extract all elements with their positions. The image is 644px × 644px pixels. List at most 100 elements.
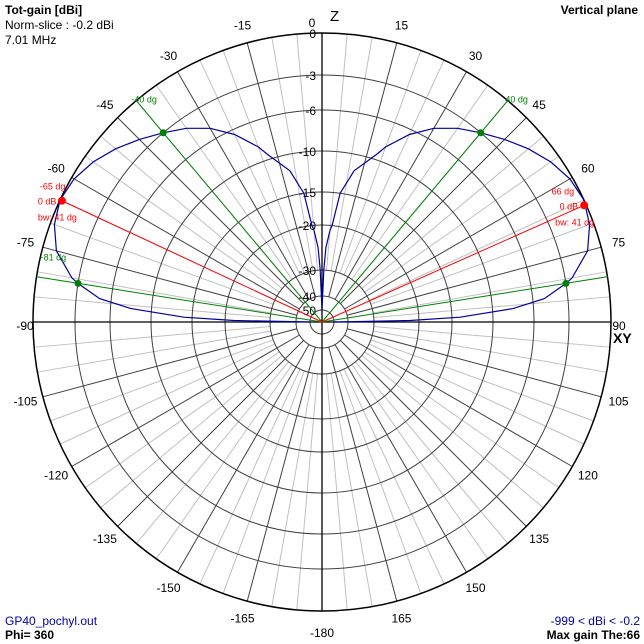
max-angle-label: 66 dg — [552, 186, 575, 196]
major-spoke — [340, 340, 527, 527]
angle-tick-label: -15 — [234, 18, 252, 32]
radial-tick-label: -50 — [299, 304, 317, 318]
major-spoke — [177, 71, 310, 300]
half-power-line — [135, 100, 323, 323]
angle-tick-label: 90 — [612, 319, 626, 333]
radial-tick-label: -3 — [305, 69, 316, 83]
angle-tick-label: 30 — [469, 49, 483, 63]
max-gain: Max gain The:66 — [546, 628, 640, 642]
half-power-label: 40 dg — [505, 95, 528, 105]
minor-spoke — [84, 155, 280, 293]
angle-tick-label: 120 — [578, 469, 598, 483]
minor-spoke — [59, 343, 276, 445]
z-axis-label: Z — [330, 8, 340, 25]
minor-spoke — [339, 50, 422, 274]
minor-spoke — [373, 330, 607, 373]
xy-axis-label: XY — [613, 330, 632, 346]
half-power-line — [36, 276, 323, 323]
max-db-label: 0 dB — [38, 197, 57, 207]
major-spoke — [42, 328, 298, 398]
angle-tick-label: 150 — [465, 581, 485, 595]
max-gain-line — [321, 203, 587, 323]
angle-tick-label: -105 — [13, 394, 37, 408]
major-spoke — [177, 344, 310, 573]
plane-label: Vertical plane — [560, 3, 638, 17]
minor-spoke — [222, 370, 305, 594]
angle-tick-label: -165 — [231, 612, 255, 626]
minor-spoke — [271, 37, 314, 271]
major-spoke — [344, 334, 573, 467]
chart-title: Tot-gain [dBi] — [5, 3, 83, 17]
minor-spoke — [339, 370, 422, 594]
minor-spoke — [199, 59, 301, 276]
minor-spoke — [222, 50, 305, 274]
minor-spoke — [351, 84, 489, 280]
half-power-dot — [74, 279, 82, 287]
phi-value: Phi= 360 — [5, 628, 55, 642]
minor-spoke — [364, 351, 560, 489]
minor-spoke — [50, 339, 274, 422]
angle-tick-label: -150 — [156, 581, 180, 595]
minor-spoke — [373, 326, 610, 348]
minor-spoke — [84, 351, 280, 489]
minor-spoke — [135, 361, 289, 544]
minor-spoke — [343, 59, 445, 276]
angle-tick-label: -75 — [17, 236, 35, 250]
minor-spoke — [355, 361, 509, 544]
major-spoke — [246, 346, 316, 602]
max-gain-dot — [580, 201, 589, 210]
minor-spoke — [100, 135, 283, 289]
half-power-line — [321, 100, 509, 323]
minor-spoke — [37, 271, 271, 314]
major-spoke — [71, 177, 300, 310]
major-spoke — [340, 117, 527, 304]
minor-spoke — [368, 343, 585, 445]
max-db-label: 0 dB — [560, 201, 579, 211]
angle-tick-label: -120 — [44, 469, 68, 483]
minor-spoke — [364, 155, 560, 293]
angle-tick-label: 15 — [395, 18, 409, 32]
minor-spoke — [361, 355, 544, 509]
angle-tick-label: 60 — [581, 162, 595, 176]
minor-spoke — [330, 373, 373, 607]
major-spoke — [117, 340, 304, 527]
half-power-dot — [159, 129, 167, 137]
angle-tick-label: -90 — [16, 319, 34, 333]
angle-tick-label: 45 — [532, 98, 546, 112]
beamwidth-label: bw: 41 dg — [38, 213, 77, 223]
gain-range: -999 < dBi < -0.2 — [550, 614, 640, 628]
half-power-label: -81 dg — [41, 252, 67, 262]
minor-spoke — [351, 364, 489, 560]
major-spoke — [42, 246, 298, 316]
minor-spoke — [296, 373, 318, 610]
angle-tick-label: 0 — [309, 16, 316, 30]
max-gain-line — [59, 199, 323, 323]
minor-spoke — [37, 330, 271, 373]
minor-spoke — [34, 296, 271, 318]
major-spoke — [246, 42, 316, 298]
minor-spoke — [330, 37, 373, 271]
minor-spoke — [326, 373, 348, 610]
radial-tick-label: -20 — [299, 219, 317, 233]
major-spoke — [334, 71, 467, 300]
radial-tick-label: -30 — [299, 264, 317, 278]
angle-tick-label: -30 — [160, 49, 178, 63]
major-spoke — [71, 334, 300, 467]
minor-spoke — [370, 339, 594, 422]
major-spoke — [334, 344, 467, 573]
max-gain-dot — [57, 196, 66, 205]
minor-spoke — [361, 135, 544, 289]
major-spoke — [346, 246, 602, 316]
minor-spoke — [343, 368, 445, 585]
angle-tick-label: -180 — [310, 626, 334, 640]
angle-tick-label: 105 — [609, 394, 629, 408]
radial-tick-label: -10 — [299, 145, 317, 159]
major-spoke — [344, 177, 573, 310]
minor-spoke — [271, 373, 314, 607]
half-power-dot — [562, 279, 570, 287]
angle-tick-label: -45 — [96, 98, 114, 112]
minor-spoke — [370, 222, 594, 305]
minor-spoke — [368, 199, 585, 301]
max-angle-label: -65 dg — [40, 182, 66, 192]
